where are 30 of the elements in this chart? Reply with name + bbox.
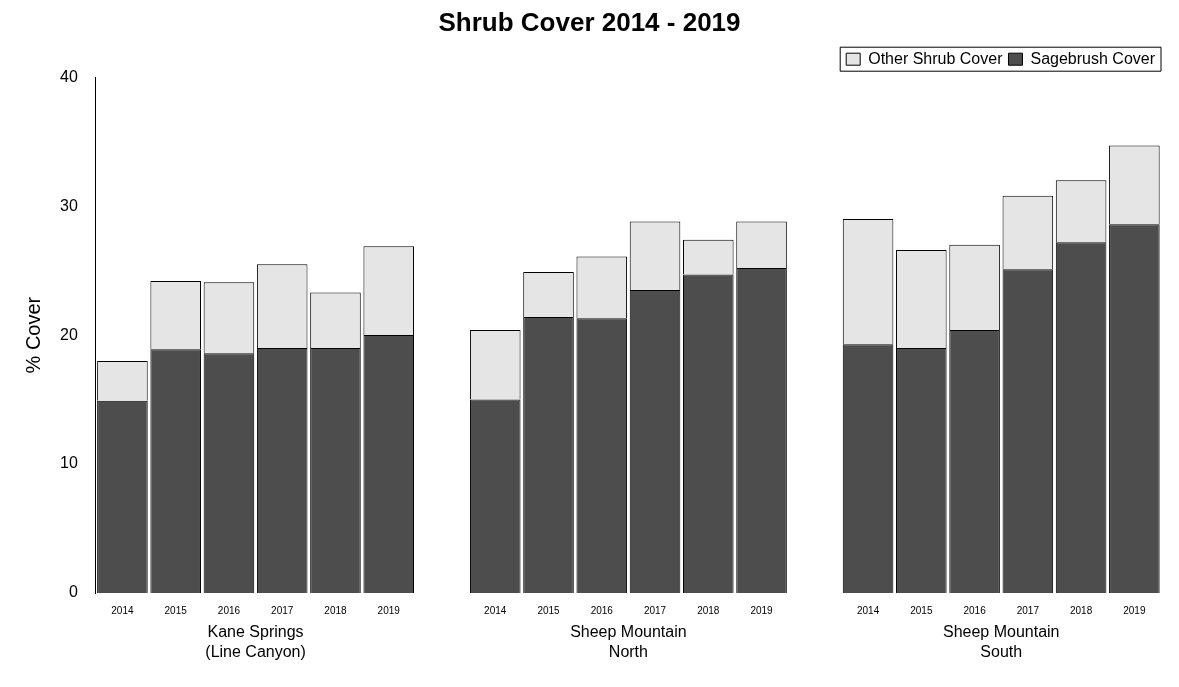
x-tick-label: 2015: [537, 604, 561, 616]
y-tick-label: 10: [60, 454, 78, 472]
x-tick-label: 2015: [910, 604, 933, 616]
legend-label: Sagebrush Cover: [1030, 49, 1156, 67]
x-tick-label: 2014: [111, 604, 134, 616]
x-tick-label: 2019: [377, 604, 401, 616]
x-tick-label: 2018: [697, 604, 720, 616]
x-tick-label: 2014: [856, 604, 880, 616]
x-tick-label: 2016: [217, 604, 241, 616]
x-tick-label: 2016: [963, 604, 987, 616]
legend-label: Other Shrub Cover: [868, 49, 1004, 67]
x-tick-label: 2015: [164, 604, 188, 616]
x-tick-label: 2017: [1016, 604, 1040, 616]
text: Sheep Mountain South: [942, 623, 1060, 661]
x-tick-label: 2018: [1069, 604, 1093, 616]
y-tick-label: 30: [60, 196, 78, 214]
y-tick-label: 20: [60, 325, 78, 343]
x-tick-label: 2014: [484, 604, 507, 616]
x-tick-label: 2017: [271, 604, 294, 616]
x-tick-label: 2017: [643, 604, 667, 616]
y-tick-label: 0: [68, 583, 78, 601]
x-tick-label: 2016: [590, 604, 614, 616]
x-tick-label: 2019: [1123, 604, 1146, 616]
y-tick-label: 40: [60, 67, 78, 85]
text: Sheep Mountain North: [570, 623, 687, 661]
y-axis-title: % Cover: [21, 296, 44, 374]
x-tick-label: 2018: [324, 604, 348, 616]
text: Kane Springs (Line Canyon): [205, 623, 306, 661]
chart-title: Shrub Cover 2014 - 2019: [438, 6, 741, 37]
x-tick-label: 2019: [750, 604, 774, 616]
